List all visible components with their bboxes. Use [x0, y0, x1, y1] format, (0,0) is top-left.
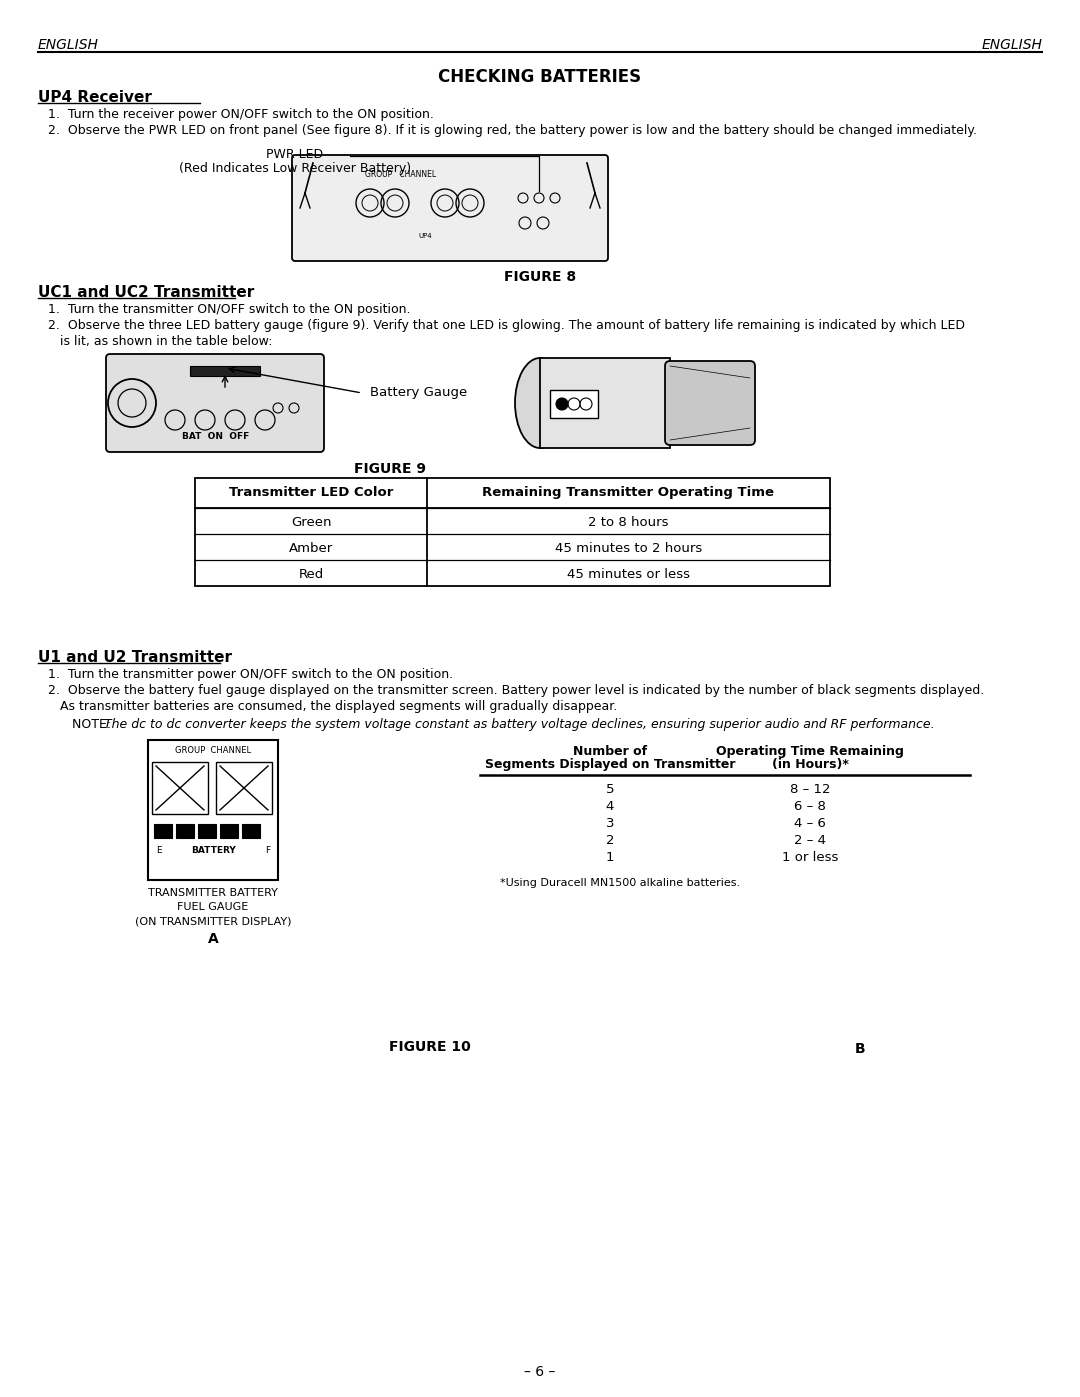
Text: is lit, as shown in the table below:: is lit, as shown in the table below:: [48, 335, 272, 348]
Text: (in Hours)*: (in Hours)*: [771, 759, 849, 771]
Text: GROUP  CHANNEL: GROUP CHANNEL: [175, 746, 251, 754]
Text: 4 – 6: 4 – 6: [794, 817, 826, 830]
Text: – 6 –: – 6 –: [524, 1365, 556, 1379]
FancyBboxPatch shape: [665, 360, 755, 446]
Text: 1.  Turn the transmitter power ON/OFF switch to the ON position.: 1. Turn the transmitter power ON/OFF swi…: [48, 668, 454, 680]
Text: 2.  Observe the battery fuel gauge displayed on the transmitter screen. Battery : 2. Observe the battery fuel gauge displa…: [48, 685, 984, 697]
Text: FIGURE 8: FIGURE 8: [504, 270, 576, 284]
Text: NOTE:: NOTE:: [72, 718, 116, 731]
Text: 45 minutes to 2 hours: 45 minutes to 2 hours: [555, 542, 702, 555]
Bar: [176, 824, 194, 838]
Text: Amber: Amber: [288, 542, 333, 555]
Text: ENGLISH: ENGLISH: [38, 38, 99, 52]
Text: Transmitter LED Color: Transmitter LED Color: [229, 486, 393, 499]
Text: *Using Duracell MN1500 alkaline batteries.: *Using Duracell MN1500 alkaline batterie…: [500, 877, 740, 888]
Text: FIGURE 10: FIGURE 10: [389, 1039, 471, 1053]
Text: UC1 and UC2 Transmitter: UC1 and UC2 Transmitter: [38, 285, 254, 300]
Text: E: E: [156, 847, 162, 855]
FancyBboxPatch shape: [106, 353, 324, 453]
Bar: [220, 824, 238, 838]
Text: Operating Time Remaining: Operating Time Remaining: [716, 745, 904, 759]
Bar: [540, 358, 670, 448]
Bar: [190, 366, 260, 376]
Text: Segments Displayed on Transmitter: Segments Displayed on Transmitter: [485, 759, 735, 771]
Text: U1 and U2 Transmitter: U1 and U2 Transmitter: [38, 650, 232, 665]
Text: Remaining Transmitter Operating Time: Remaining Transmitter Operating Time: [483, 486, 774, 499]
Text: 1 or less: 1 or less: [782, 851, 838, 863]
Text: GROUP   CHANNEL: GROUP CHANNEL: [365, 170, 436, 179]
Text: Battery Gauge: Battery Gauge: [370, 386, 468, 400]
Text: 2 to 8 hours: 2 to 8 hours: [589, 515, 669, 529]
Text: 5: 5: [606, 782, 615, 796]
Text: 4: 4: [606, 800, 615, 813]
Text: 1: 1: [606, 851, 615, 863]
Bar: [152, 761, 208, 814]
Bar: [242, 824, 260, 838]
Text: PWR LED: PWR LED: [267, 148, 324, 161]
Text: 1.  Turn the transmitter ON/OFF switch to the ON position.: 1. Turn the transmitter ON/OFF switch to…: [48, 303, 410, 316]
Bar: [154, 824, 172, 838]
Text: (Red Indicates Low Receiver Battery): (Red Indicates Low Receiver Battery): [179, 162, 411, 175]
Text: 2.  Observe the PWR LED on front panel (See figure 8). If it is glowing red, the: 2. Observe the PWR LED on front panel (S…: [48, 124, 977, 137]
Text: CHECKING BATTERIES: CHECKING BATTERIES: [438, 68, 642, 87]
Text: FIGURE 9: FIGURE 9: [354, 462, 426, 476]
Text: As transmitter batteries are consumed, the displayed segments will gradually dis: As transmitter batteries are consumed, t…: [48, 700, 618, 712]
Bar: [195, 478, 831, 585]
Text: 3: 3: [606, 817, 615, 830]
Text: TRANSMITTER BATTERY: TRANSMITTER BATTERY: [148, 888, 278, 898]
Text: 6 – 8: 6 – 8: [794, 800, 826, 813]
Bar: [198, 824, 216, 838]
Text: 1.  Turn the receiver power ON/OFF switch to the ON position.: 1. Turn the receiver power ON/OFF switch…: [48, 108, 434, 122]
Bar: [148, 740, 278, 880]
Text: B: B: [854, 1042, 865, 1056]
Text: Number of: Number of: [572, 745, 647, 759]
Circle shape: [556, 398, 568, 409]
Text: BAT  ON  OFF: BAT ON OFF: [183, 432, 249, 441]
Text: 2 – 4: 2 – 4: [794, 834, 826, 847]
Text: F: F: [265, 847, 270, 855]
Text: Green: Green: [291, 515, 332, 529]
Text: 2: 2: [606, 834, 615, 847]
Bar: [216, 761, 272, 814]
FancyBboxPatch shape: [292, 155, 608, 261]
Text: UP4: UP4: [418, 233, 432, 239]
Text: FUEL GAUGE: FUEL GAUGE: [177, 902, 248, 912]
Text: Red: Red: [298, 569, 324, 581]
Text: 45 minutes or less: 45 minutes or less: [567, 569, 690, 581]
Text: UP4 Receiver: UP4 Receiver: [38, 89, 152, 105]
Text: 2.  Observe the three LED battery gauge (figure 9). Verify that one LED is glowi: 2. Observe the three LED battery gauge (…: [48, 319, 966, 332]
Text: (ON TRANSMITTER DISPLAY): (ON TRANSMITTER DISPLAY): [135, 916, 292, 926]
Text: ENGLISH: ENGLISH: [981, 38, 1042, 52]
Bar: [550, 390, 598, 418]
Ellipse shape: [515, 358, 565, 448]
Text: BATTERY: BATTERY: [191, 847, 235, 855]
Text: 8 – 12: 8 – 12: [789, 782, 831, 796]
Text: A: A: [207, 932, 218, 946]
Text: The dc to dc converter keeps the system voltage constant as battery voltage decl: The dc to dc converter keeps the system …: [104, 718, 934, 731]
